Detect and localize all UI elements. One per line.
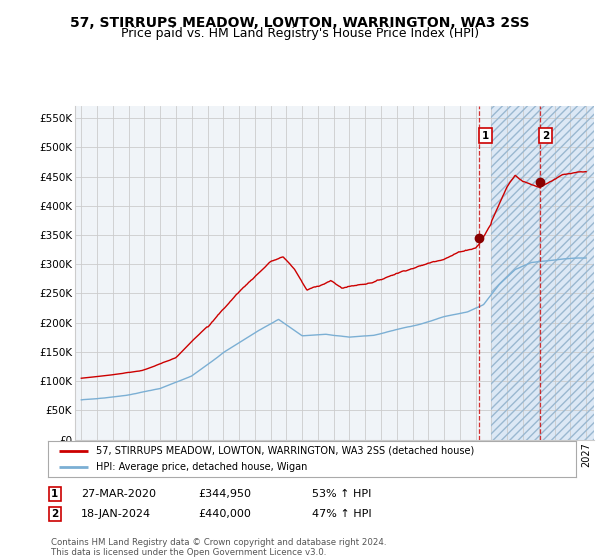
Text: 57, STIRRUPS MEADOW, LOWTON, WARRINGTON, WA3 2SS (detached house): 57, STIRRUPS MEADOW, LOWTON, WARRINGTON,… bbox=[95, 446, 474, 456]
Text: 53% ↑ HPI: 53% ↑ HPI bbox=[312, 489, 371, 499]
Text: 47% ↑ HPI: 47% ↑ HPI bbox=[312, 509, 371, 519]
Text: £344,950: £344,950 bbox=[198, 489, 251, 499]
Text: 2: 2 bbox=[542, 130, 549, 141]
Text: Contains HM Land Registry data © Crown copyright and database right 2024.
This d: Contains HM Land Registry data © Crown c… bbox=[51, 538, 386, 557]
Text: 1: 1 bbox=[51, 489, 58, 499]
Text: 18-JAN-2024: 18-JAN-2024 bbox=[81, 509, 151, 519]
Text: 2: 2 bbox=[51, 509, 58, 519]
Text: 1: 1 bbox=[482, 130, 489, 141]
Bar bbox=[491, 106, 600, 440]
Text: £440,000: £440,000 bbox=[198, 509, 251, 519]
Bar bbox=[491, 106, 600, 440]
Text: Price paid vs. HM Land Registry's House Price Index (HPI): Price paid vs. HM Land Registry's House … bbox=[121, 27, 479, 40]
Text: 57, STIRRUPS MEADOW, LOWTON, WARRINGTON, WA3 2SS: 57, STIRRUPS MEADOW, LOWTON, WARRINGTON,… bbox=[70, 16, 530, 30]
Text: 27-MAR-2020: 27-MAR-2020 bbox=[81, 489, 156, 499]
Text: HPI: Average price, detached house, Wigan: HPI: Average price, detached house, Wiga… bbox=[95, 462, 307, 472]
